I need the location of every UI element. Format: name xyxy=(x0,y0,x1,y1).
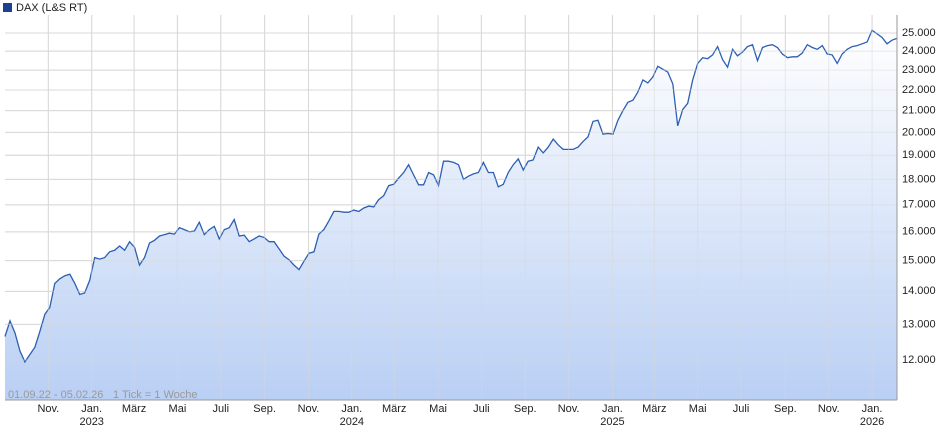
y-tick-label: 25.000 xyxy=(902,27,936,39)
x-tick-label: März xyxy=(382,403,406,415)
y-tick-label: 12.000 xyxy=(902,354,936,366)
x-year-label: 2026 xyxy=(860,416,884,428)
range-note: 01.09.22 - 05.02.26 xyxy=(8,389,103,401)
y-tick-label: 22.000 xyxy=(902,84,936,96)
y-tick-label: 20.000 xyxy=(902,126,936,138)
x-tick-label: Juli xyxy=(213,403,230,415)
area-fill xyxy=(5,30,897,401)
x-tick-label: Nov. xyxy=(298,403,320,415)
legend-swatch xyxy=(3,3,12,12)
x-tick-label: Nov. xyxy=(818,403,840,415)
x-tick-label: Mai xyxy=(169,403,187,415)
y-tick-label: 17.000 xyxy=(902,199,936,211)
y-tick-label: 16.000 xyxy=(902,226,936,238)
x-tick-label: Sep. xyxy=(253,403,276,415)
x-tick-label: Jan. xyxy=(341,403,362,415)
x-tick-label: Sep. xyxy=(514,403,537,415)
y-tick-label: 23.000 xyxy=(902,64,936,76)
tick-note: 1 Tick = 1 Woche xyxy=(113,389,197,401)
x-tick-label: Sep. xyxy=(774,403,797,415)
x-tick-label: Mai xyxy=(429,403,447,415)
y-tick-label: 24.000 xyxy=(902,45,936,57)
x-tick-label: Juli xyxy=(473,403,490,415)
x-year-label: 2023 xyxy=(79,416,103,428)
y-tick-label: 21.000 xyxy=(902,105,936,117)
x-year-label: 2024 xyxy=(340,416,364,428)
x-tick-label: Jan. xyxy=(81,403,102,415)
x-tick-label: Jan. xyxy=(602,403,623,415)
x-tick-label: März xyxy=(122,403,146,415)
y-tick-label: 19.000 xyxy=(902,149,936,161)
y-tick-label: 15.000 xyxy=(902,254,936,266)
x-tick-label: Mai xyxy=(689,403,707,415)
x-tick-label: Juli xyxy=(733,403,750,415)
x-tick-label: März xyxy=(642,403,666,415)
x-tick-label: Nov. xyxy=(37,403,59,415)
y-tick-label: 14.000 xyxy=(902,285,936,297)
y-tick-label: 18.000 xyxy=(902,173,936,185)
y-tick-label: 13.000 xyxy=(902,318,936,330)
legend-label: DAX (L&S RT) xyxy=(16,2,87,14)
x-tick-label: Nov. xyxy=(558,403,580,415)
price-line xyxy=(4,29,898,364)
x-tick-label: Jan. xyxy=(862,403,883,415)
x-year-label: 2025 xyxy=(600,416,624,428)
